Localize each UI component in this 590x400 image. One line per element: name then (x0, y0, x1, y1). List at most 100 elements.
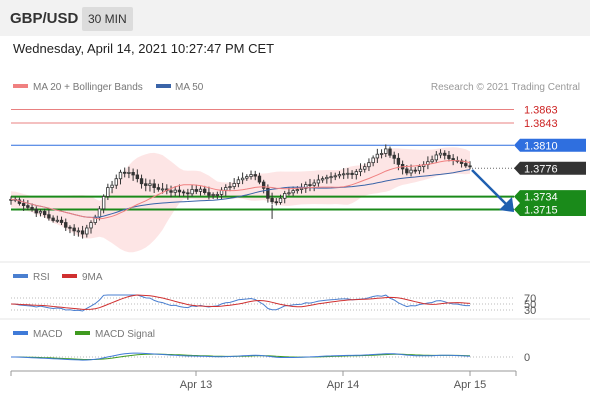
level-label-bg-pivot (514, 138, 586, 152)
rsi-line (10, 294, 470, 312)
credit-text: Research © 2021 Trading Central (431, 82, 580, 93)
candle-body (38, 211, 43, 214)
candle-body (417, 166, 422, 172)
rsi-tick-label: 30 (524, 305, 536, 317)
candle-body (203, 188, 207, 193)
candle-body (224, 187, 228, 191)
datetime-label: Wednesday, April 14, 2021 10:27:47 PM CE… (13, 41, 275, 56)
level-label-bg-current (514, 161, 586, 175)
candle-body (388, 148, 392, 156)
level-label-support: 1.3734 (524, 192, 558, 204)
candle-body (283, 193, 287, 199)
candle-body (198, 188, 203, 192)
candle-body (148, 183, 152, 186)
macd-line (11, 352, 471, 361)
candle-body (346, 172, 350, 175)
candle-body (207, 192, 211, 196)
candle-body (430, 159, 434, 163)
candle-body (236, 179, 241, 184)
candle-body (308, 184, 312, 186)
candle-body (350, 172, 354, 175)
candle-body (274, 201, 278, 204)
candle-body (325, 176, 329, 180)
candle-body (354, 171, 358, 175)
moving-averages (10, 159, 471, 220)
header-bar: GBP/USD 30 MIN (0, 0, 590, 36)
key-levels (11, 108, 516, 211)
candle-body (110, 184, 114, 188)
candle-body (68, 226, 72, 229)
candle-body (312, 182, 316, 186)
candle-body (379, 153, 384, 155)
candle-body (26, 205, 30, 208)
macd-signal-legend-swatch (75, 331, 90, 335)
candle-body (329, 176, 333, 179)
candle-body (245, 176, 249, 179)
timeframe-button[interactable]: 30 MIN (82, 7, 133, 31)
candle-body (228, 186, 232, 188)
candle-body (266, 187, 270, 199)
candle-body (261, 181, 266, 189)
candle-body (249, 174, 253, 177)
forecast-arrow-head (499, 197, 514, 212)
candle-body (434, 154, 439, 161)
rsi-ma-legend-label: 9MA (82, 272, 103, 283)
level-label-resistance: 1.3843 (524, 118, 558, 130)
candle-body (101, 196, 106, 210)
candle-body (173, 189, 177, 193)
rsi-tick-label: 70 (524, 293, 536, 305)
candle-body (211, 194, 215, 196)
candle-body (464, 163, 468, 167)
candle-body (177, 189, 182, 193)
candle-body (287, 192, 291, 195)
candle-body (106, 187, 110, 197)
candle-body (194, 189, 198, 192)
candle-body (47, 214, 51, 219)
level-label-bg-support (514, 202, 586, 216)
candle-body (409, 169, 413, 174)
forecast-arrow-shaft (471, 169, 509, 207)
candle-body (127, 172, 131, 174)
candle-body (123, 171, 127, 174)
candle-body (89, 222, 93, 229)
candle-body (232, 183, 236, 187)
level-label-pivot: 1.3810 (524, 140, 558, 152)
candle-body (51, 217, 55, 221)
forecast-arrow (471, 169, 514, 212)
candle-body (156, 187, 161, 190)
candle-body (72, 227, 76, 232)
candle-body (413, 169, 417, 172)
candle-body (367, 162, 371, 168)
candle-body (169, 190, 173, 193)
candle-body (30, 207, 34, 210)
candle-body (160, 188, 165, 191)
candle-body (363, 166, 367, 170)
candle-body (76, 230, 81, 233)
candle-body (21, 203, 26, 206)
x-axis-tick-label: Apr 15 (454, 379, 486, 391)
candle-body (443, 152, 447, 156)
ma50-legend-swatch (156, 84, 171, 88)
bollinger-band-fill (11, 147, 470, 253)
candle-body (299, 187, 304, 190)
level-label-support: 1.3715 (524, 204, 558, 216)
candle-body (64, 222, 68, 228)
candle-body (438, 152, 443, 156)
level-label-resistance: 1.3863 (524, 104, 558, 116)
candle-body (316, 179, 321, 184)
candle-body (295, 189, 300, 192)
candle-body (215, 194, 220, 196)
ma20-legend-swatch (13, 84, 28, 88)
x-axis-tick-label: Apr 14 (327, 379, 359, 391)
rsi-ma-legend-swatch (62, 274, 77, 278)
macd-panel: 0 (11, 352, 530, 364)
candle-body (320, 178, 325, 181)
candle-body (131, 172, 135, 176)
x-axis-tick-label: Apr 13 (180, 379, 212, 391)
candle-body (278, 197, 283, 203)
candle-body (291, 190, 295, 194)
candle-body (333, 175, 337, 178)
